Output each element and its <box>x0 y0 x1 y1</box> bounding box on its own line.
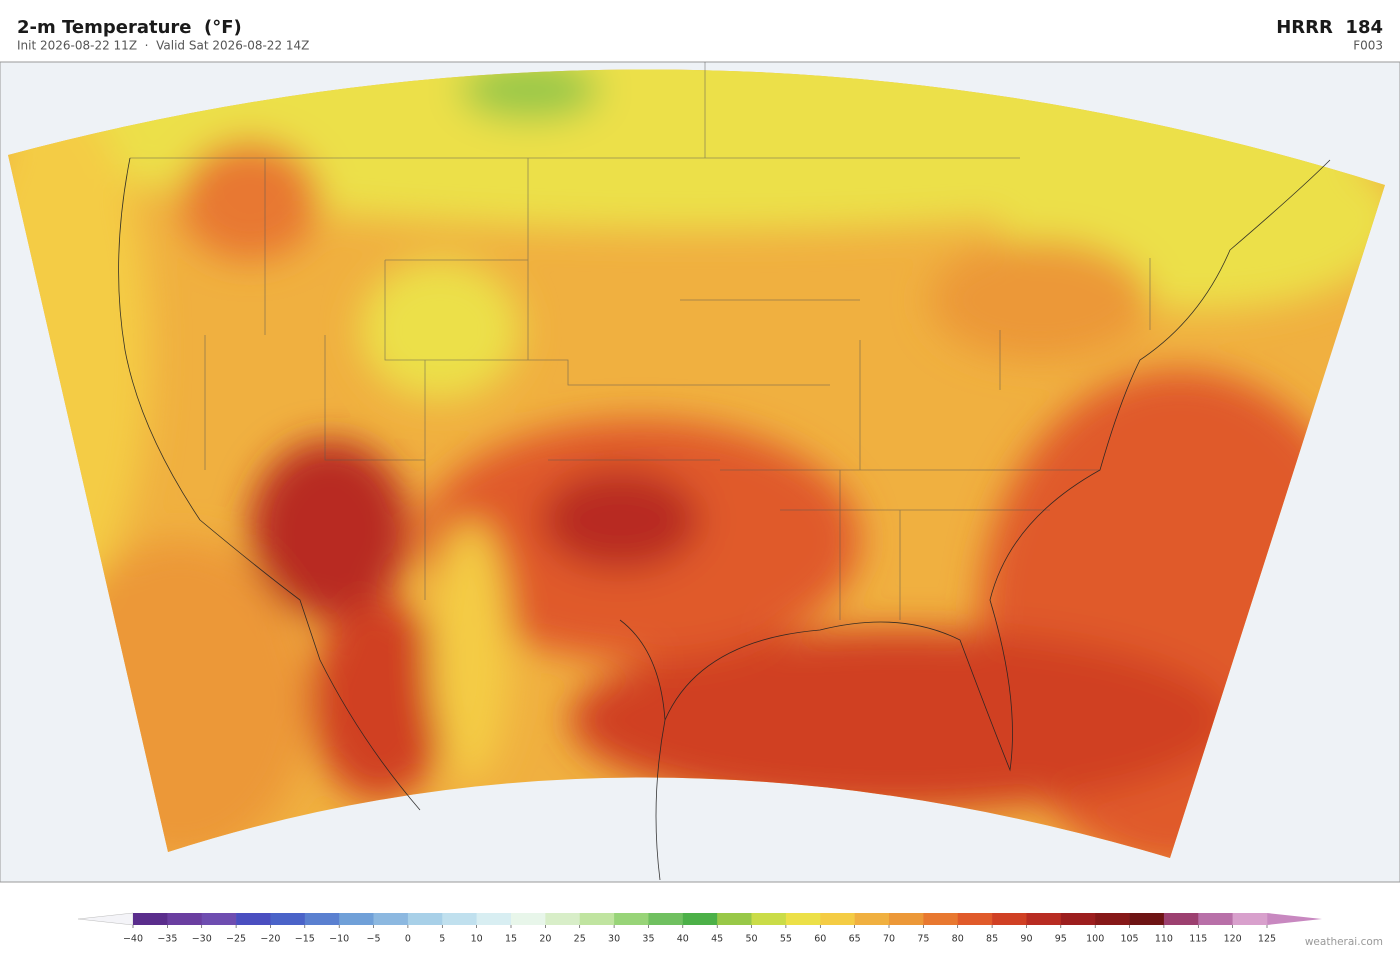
colorbar-segment <box>854 913 890 925</box>
colorbar-tick-label: 100 <box>1086 934 1104 945</box>
colorbar-segment <box>1232 913 1268 925</box>
colorbar-segment <box>992 913 1027 925</box>
colorbar-tick-label: 80 <box>952 934 964 945</box>
colorbar-tick-label: 50 <box>745 934 757 945</box>
colorbar-segment <box>476 913 512 925</box>
colorbar-segment <box>889 913 924 925</box>
colorbar: −40 −35 −30 −25 −20 −15 −10 −5 0 5 10 15 20 25 30 35 40 4… <box>77 912 1322 945</box>
colorbar-segment <box>751 913 787 925</box>
colorbar-segment <box>1129 913 1165 925</box>
colorbar-segment <box>339 913 374 925</box>
colorbar-segment <box>304 913 340 925</box>
colorbar-segment <box>682 913 718 925</box>
colorbar-segment <box>1060 913 1096 925</box>
colorbar-tick-label: 75 <box>917 934 929 945</box>
colorbar-tick-label: 30 <box>608 934 620 945</box>
colorbar-segment <box>923 913 959 925</box>
colorbar-tick-label: 0 <box>405 934 411 945</box>
colorbar-tick-label: 20 <box>539 934 551 945</box>
colorbar-tick-label: 90 <box>1020 934 1032 945</box>
colorbar-tick-label: −25 <box>226 934 246 945</box>
colorbar-tick-label: 105 <box>1120 934 1138 945</box>
colorbar-tick-label: 70 <box>883 934 895 945</box>
boundaries <box>118 62 1331 881</box>
colorbar-tick-label: 10 <box>471 934 483 945</box>
title: 2-m Temperature (°F) <box>17 17 242 38</box>
colorbar-segment <box>545 913 581 925</box>
colorbar-segment <box>1198 913 1233 925</box>
colorbar-segment <box>820 913 855 925</box>
colorbar-segment <box>201 913 237 925</box>
model-label: HRRR 184 <box>1276 17 1383 38</box>
colorbar-tick-label: 65 <box>849 934 861 945</box>
temperature-field <box>8 69 1385 858</box>
colorbar-tick-label: −20 <box>260 934 280 945</box>
colorbar-tick-label: −15 <box>295 934 315 945</box>
colorbar-tick-label: −30 <box>192 934 212 945</box>
colorbar-segment <box>373 913 409 925</box>
colorbar-segment <box>579 913 615 925</box>
colorbar-segment <box>442 913 477 925</box>
colorbar-tick-label: 45 <box>711 934 723 945</box>
colorbar-segment <box>1095 913 1130 925</box>
colorbar-segment <box>133 913 168 925</box>
colorbar-segment <box>717 913 752 925</box>
colorbar-tick-label: 40 <box>677 934 689 945</box>
colorbar-tick-label: 15 <box>505 934 517 945</box>
colorbar-tick-label: 35 <box>642 934 654 945</box>
colorbar-tick-label: 110 <box>1155 934 1173 945</box>
colorbar-extend-high <box>1267 913 1322 925</box>
colorbar-segment <box>648 913 684 925</box>
colorbar-segment <box>614 913 649 925</box>
colorbar-extend-low <box>77 912 134 926</box>
watermark: weatherai.com <box>1305 936 1383 948</box>
colorbar-segment <box>236 913 271 925</box>
colorbar-segment <box>785 913 821 925</box>
colorbar-segment <box>407 913 443 925</box>
forecast-hour: F003 <box>1353 39 1383 53</box>
colorbar-tick-label: 120 <box>1224 934 1242 945</box>
colorbar-segment <box>511 913 546 925</box>
colorbar-segment <box>1026 913 1062 925</box>
colorbar-tick-label: 25 <box>574 934 586 945</box>
colorbar-tick-label: 60 <box>814 934 826 945</box>
colorbar-tick-label: 125 <box>1258 934 1276 945</box>
colorbar-segment <box>957 913 993 925</box>
colorbar-tick-label: 5 <box>439 934 445 945</box>
colorbar-tick-label: −35 <box>157 934 177 945</box>
colorbar-segment <box>270 913 306 925</box>
colorbar-segment <box>167 913 203 925</box>
colorbar-tick-label: 95 <box>1055 934 1067 945</box>
colorbar-tick-label: 55 <box>780 934 792 945</box>
colorbar-tick-label: 85 <box>986 934 998 945</box>
colorbar-tick-label: −10 <box>329 934 349 945</box>
colorbar-segment <box>1163 913 1199 925</box>
colorbar-tick-label: −5 <box>367 934 381 945</box>
subtitle: Init 2026-08-22 11Z · Valid Sat 2026-08-… <box>17 39 309 53</box>
colorbar-tick-label: −40 <box>123 934 143 945</box>
colorbar-tick-label: 115 <box>1189 934 1207 945</box>
